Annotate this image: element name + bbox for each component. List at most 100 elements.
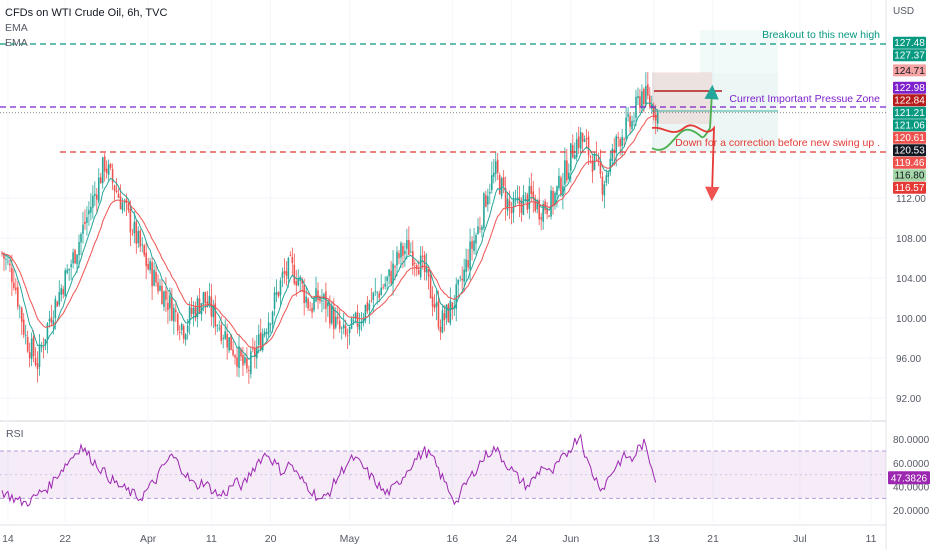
candle-body xyxy=(50,317,53,323)
price-label-badge[interactable]: 116.57 xyxy=(893,181,926,195)
candle-body xyxy=(637,95,639,99)
candle-body xyxy=(510,208,513,214)
candle xyxy=(548,214,550,218)
candle-body xyxy=(457,279,460,285)
candle-body xyxy=(182,326,185,339)
candle xyxy=(489,183,491,205)
candle-body xyxy=(281,272,284,279)
rsi-value-badge: 47.3826 xyxy=(888,471,930,485)
price-label-badge[interactable]: 116.80 xyxy=(893,169,926,182)
price-label-bg xyxy=(893,36,926,49)
candle-body xyxy=(546,207,548,214)
candle-body xyxy=(483,193,485,229)
candle-body xyxy=(611,148,614,161)
candle-body xyxy=(259,332,262,350)
price-tick-label: 108.00 xyxy=(896,234,927,245)
candle xyxy=(293,253,296,286)
candle-body xyxy=(7,261,9,263)
candle-body xyxy=(358,323,361,330)
candle-body xyxy=(76,254,78,265)
price-label-badge[interactable]: 120.61 xyxy=(893,131,926,145)
candle-body xyxy=(548,215,550,217)
candle-body xyxy=(78,242,80,256)
risk-zone-red xyxy=(652,72,712,124)
candle xyxy=(133,211,136,244)
candle xyxy=(380,274,382,296)
candle-body xyxy=(163,291,165,307)
price-label-badge[interactable]: 124.71 xyxy=(893,64,926,77)
candle xyxy=(573,142,576,160)
candle-body xyxy=(334,316,337,328)
price-label-badge[interactable]: 127.48 xyxy=(893,36,926,50)
price-label-badge[interactable]: 120.53 xyxy=(893,144,926,157)
price-label-badge[interactable]: 121.21 xyxy=(893,106,926,120)
candle-body xyxy=(540,217,542,220)
rsi-title[interactable]: RSI xyxy=(6,428,24,440)
candle-body xyxy=(267,322,270,335)
candle xyxy=(70,259,72,281)
price-label-bg xyxy=(893,49,926,62)
candle xyxy=(178,325,181,341)
candle xyxy=(22,312,25,339)
candle xyxy=(228,337,230,354)
candle-body xyxy=(291,256,294,264)
price-label-badge[interactable]: 127.37 xyxy=(893,49,926,62)
candle xyxy=(18,304,21,319)
price-label-badge[interactable]: 122.98 xyxy=(893,81,926,95)
candle-body xyxy=(82,224,84,234)
time-tick-label: 21 xyxy=(707,533,719,545)
price-label-bg xyxy=(893,131,926,144)
price-label-badge[interactable]: 122.84 xyxy=(893,94,926,107)
candle-body xyxy=(417,270,420,275)
candle-body xyxy=(285,271,288,276)
candle-body xyxy=(461,278,463,281)
candle xyxy=(571,134,574,159)
candle-body xyxy=(216,325,219,327)
candle xyxy=(577,126,580,155)
candle xyxy=(42,337,45,359)
candle xyxy=(647,72,649,100)
ema-fast-line xyxy=(1,102,658,361)
candle-body xyxy=(455,284,458,309)
candle-body xyxy=(560,177,562,195)
candle-body xyxy=(508,200,511,207)
price-label-badge[interactable]: 119.46 xyxy=(893,156,926,170)
candle xyxy=(96,188,98,214)
candle xyxy=(453,295,456,316)
candle-body xyxy=(202,292,205,305)
candle-body xyxy=(374,290,377,292)
candle xyxy=(364,304,367,324)
candle xyxy=(261,328,264,353)
indicator-ema-2[interactable]: EMA xyxy=(5,37,28,49)
candle xyxy=(333,298,335,339)
chart-title[interactable]: CFDs on WTI Crude Oil, 6h, TVC xyxy=(5,7,168,19)
pressure-annotation: Current Important Pressue Zone xyxy=(729,93,880,105)
candle xyxy=(198,287,201,315)
candle-body xyxy=(627,113,629,117)
candle xyxy=(234,353,236,365)
candle-body xyxy=(92,195,94,208)
candle-body xyxy=(654,114,657,121)
candle-body xyxy=(412,251,414,266)
candle-body xyxy=(388,269,390,277)
candle-body xyxy=(113,185,116,191)
candle xyxy=(315,276,317,303)
indicator-ema-1[interactable]: EMA xyxy=(5,22,28,34)
candle xyxy=(382,283,384,290)
candle-body xyxy=(643,88,645,105)
candle xyxy=(267,312,270,337)
time-tick-label: 14 xyxy=(2,533,14,545)
candle xyxy=(88,201,90,226)
candle xyxy=(514,189,517,207)
candle-body xyxy=(58,292,61,305)
candle xyxy=(408,226,410,256)
price-label-badge[interactable]: 121.06 xyxy=(893,119,926,132)
candle-body xyxy=(552,190,554,206)
candle xyxy=(649,86,651,110)
candle-body xyxy=(342,324,345,329)
candle-body xyxy=(317,290,319,301)
candle xyxy=(182,324,185,344)
candle xyxy=(451,302,454,320)
